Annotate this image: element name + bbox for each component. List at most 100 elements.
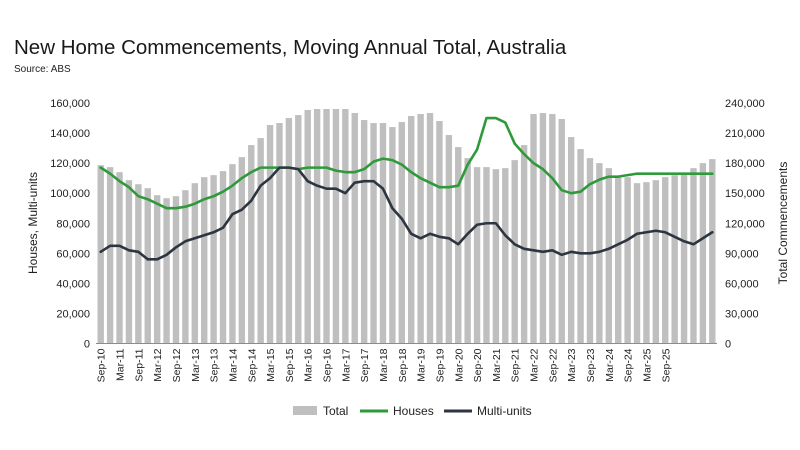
- bar-total: [182, 190, 189, 344]
- line-houses: [99, 116, 714, 210]
- x-tick-label: Sep-24: [623, 348, 635, 382]
- bar-total: [257, 138, 264, 344]
- bar-total: [502, 168, 509, 344]
- chart-title: New Home Commencements, Moving Annual To…: [14, 36, 567, 59]
- bar-total: [116, 172, 123, 344]
- bar-total: [135, 184, 142, 344]
- x-tick-label: Mar-23: [566, 348, 578, 381]
- bar-total: [238, 157, 246, 344]
- legend-label-multi-units: Multi-units: [477, 404, 532, 418]
- x-tick-label: Sep-12: [171, 348, 183, 382]
- bar-total: [633, 183, 641, 344]
- bar-total: [586, 158, 594, 344]
- bar-total: [643, 182, 650, 344]
- x-tick-label: Sep-19: [434, 348, 446, 382]
- legend-swatch-total: [293, 406, 317, 415]
- x-tick-label: Sep-20: [472, 348, 484, 382]
- x-tick-label: Mar-13: [190, 348, 202, 381]
- bar-total: [351, 113, 358, 344]
- bar-total: [144, 188, 151, 344]
- x-tick-label: Mar-12: [152, 348, 164, 381]
- y-tick-left-label: 160,000: [50, 98, 90, 110]
- bar-total: [360, 120, 368, 344]
- bar-total: [511, 160, 518, 344]
- bar-total: [125, 180, 133, 344]
- chart-source: Source: ABS: [14, 64, 71, 75]
- bar-total: [699, 163, 707, 344]
- bar-total: [248, 145, 255, 344]
- y-tick-right-label: 30,000: [725, 308, 759, 320]
- bar-total: [436, 121, 443, 344]
- bar-total: [690, 168, 697, 344]
- bar-total: [266, 125, 274, 344]
- bar-total: [539, 113, 547, 344]
- bar-total: [153, 195, 161, 344]
- bar-total: [191, 183, 198, 344]
- x-tick-label: Mar-24: [604, 348, 616, 381]
- bar-total: [567, 137, 575, 344]
- x-tick-label: Sep-14: [246, 348, 258, 382]
- bar-total: [520, 145, 528, 344]
- bar-total: [285, 118, 293, 344]
- x-tick-label: Sep-22: [547, 348, 559, 382]
- y-tick-right-label: 0: [725, 339, 731, 351]
- bar-total: [615, 176, 622, 344]
- y-tick-right-label: 90,000: [725, 248, 759, 260]
- bar-total: [172, 196, 180, 344]
- x-tick-label: Sep-15: [284, 348, 296, 382]
- x-tick-label: Sep-25: [660, 348, 672, 382]
- legend: Total Houses Multi-units: [293, 404, 532, 418]
- bar-total: [426, 113, 434, 344]
- y-axis-label-left: Houses, Multi-units: [26, 172, 40, 274]
- bar-total: [219, 171, 227, 344]
- x-tick-label: Mar-15: [265, 348, 277, 381]
- bar-total: [398, 122, 405, 344]
- bar-total: [295, 115, 302, 344]
- y-tick-left-label: 80,000: [56, 218, 90, 230]
- bar-total: [201, 177, 208, 344]
- bar-total: [662, 177, 669, 344]
- x-tick-label: Mar-14: [227, 348, 239, 381]
- bar-total: [483, 167, 490, 344]
- bar-total: [389, 127, 396, 344]
- bar-total: [558, 119, 565, 344]
- y-tick-right-label: 180,000: [725, 158, 765, 170]
- y-tick-right-label: 210,000: [725, 128, 765, 140]
- series-lines: [99, 116, 714, 261]
- bar-total: [605, 168, 612, 344]
- x-tick-label: Sep-23: [585, 348, 597, 382]
- bar-total: [596, 163, 603, 344]
- x-tick-label: Mar-16: [303, 348, 315, 381]
- legend-label-total: Total: [323, 404, 348, 418]
- bar-total: [313, 109, 321, 344]
- bar-total: [709, 159, 716, 344]
- y-tick-left-label: 40,000: [56, 278, 90, 290]
- line-multi-units: [99, 166, 714, 261]
- y-tick-left-label: 120,000: [50, 158, 90, 170]
- bar-total: [370, 123, 377, 344]
- bar-total: [680, 173, 688, 344]
- bar-total: [332, 109, 340, 344]
- y-tick-left-label: 20,000: [56, 308, 90, 320]
- bar-total: [577, 149, 584, 344]
- y-tick-left-label: 60,000: [56, 248, 90, 260]
- y-tick-right-label: 120,000: [725, 218, 765, 230]
- y-axis-label-right: Total Commencements: [776, 162, 790, 285]
- bar-total: [549, 114, 556, 344]
- x-tick-label: Mar-25: [641, 348, 653, 381]
- x-tick-label: Mar-21: [491, 348, 503, 381]
- y-tick-left-label: 0: [84, 339, 90, 351]
- bar-total: [323, 109, 330, 344]
- y-tick-left-label: 100,000: [50, 188, 90, 200]
- bar-total: [304, 110, 311, 344]
- x-tick-label: Sep-13: [209, 348, 221, 382]
- bar-total: [671, 175, 678, 344]
- bar-total: [408, 116, 415, 344]
- bar-total: [379, 123, 387, 344]
- x-tick-label: Sep-18: [397, 348, 409, 382]
- bar-total: [210, 175, 217, 344]
- bar-total: [276, 123, 283, 344]
- y-tick-right-label: 240,000: [725, 98, 765, 110]
- bar-total: [97, 165, 104, 344]
